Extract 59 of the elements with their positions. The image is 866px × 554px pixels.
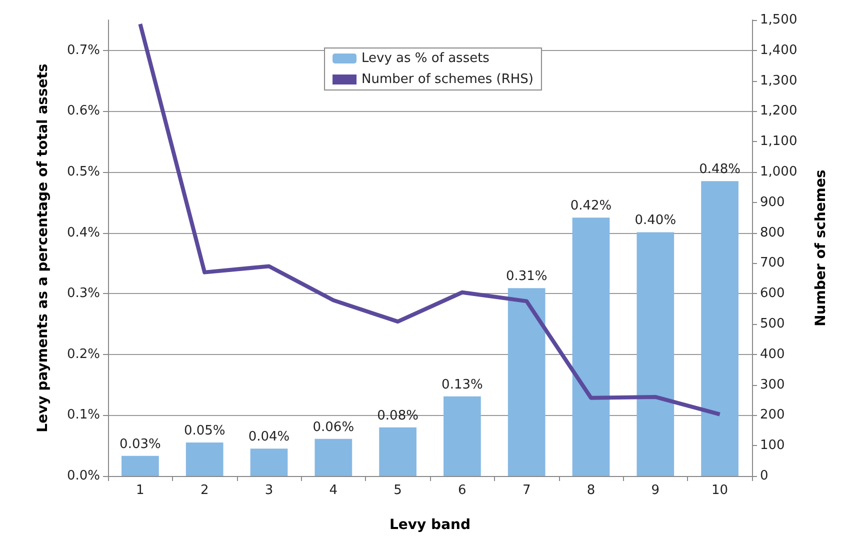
- data-label: 0.48%: [699, 162, 740, 178]
- bar: [701, 181, 738, 476]
- data-label: 0.06%: [312, 420, 354, 435]
- x-tick-label: 4: [329, 483, 338, 498]
- bar: [636, 232, 674, 476]
- y2-tick-label: 800: [760, 225, 785, 240]
- data-label: 0.40%: [634, 213, 676, 228]
- y2-tick-label: 0: [760, 468, 768, 484]
- bar: [250, 448, 288, 476]
- y-tick-label: 0.4%: [66, 225, 100, 240]
- data-label: 0.31%: [506, 269, 548, 284]
- y2-tick-label: 400: [760, 346, 785, 362]
- y2-tick-label: 100: [760, 438, 785, 454]
- y2-tick-label: 300: [760, 377, 785, 392]
- y2-tick-label: 1,500: [760, 12, 798, 28]
- x-tick-label: 3: [264, 483, 274, 498]
- y2-tick-label: 1,100: [760, 134, 798, 150]
- x-axis-title: Levy band: [390, 517, 470, 533]
- legend-label: Levy as % of assets: [362, 51, 490, 66]
- x-tick-label: 2: [200, 483, 209, 498]
- data-label: 0.08%: [377, 408, 418, 424]
- y2-tick-label: 600: [760, 286, 785, 302]
- y2-tick-label: 700: [760, 256, 785, 271]
- y-tick-label: 0.5%: [66, 164, 100, 180]
- bar: [186, 442, 224, 476]
- y-tick-label: 0.0%: [66, 468, 100, 484]
- x-tick-label: 9: [651, 483, 660, 498]
- y-tick-label: 0.7%: [66, 42, 100, 58]
- y2-tick-label: 900: [760, 194, 785, 210]
- data-label: 0.05%: [184, 424, 226, 439]
- y-axis-title: Levy payments as a percentage of total assets: [35, 64, 51, 432]
- data-label: 0.03%: [120, 436, 161, 452]
- x-tick-label: 5: [394, 483, 402, 498]
- legend-label: Number of schemes (RHS): [362, 72, 534, 87]
- x-tick-label: 10: [712, 483, 728, 498]
- bar: [444, 396, 481, 476]
- x-tick-label: 6: [458, 483, 466, 498]
- y2-tick-label: 1,000: [760, 164, 798, 180]
- bar: [572, 218, 610, 476]
- bar: [314, 438, 352, 476]
- y-tick-label: 0.1%: [66, 408, 100, 423]
- y2-tick-label: 1,200: [760, 104, 798, 119]
- bar: [508, 288, 546, 476]
- y2-tick-label: 1,400: [760, 42, 798, 58]
- y2-tick-label: 1,300: [760, 73, 798, 88]
- data-label: 0.04%: [248, 430, 290, 445]
- y2-axis-title: Number of schemes: [813, 170, 829, 326]
- x-tick-label: 8: [586, 483, 596, 498]
- data-label: 0.13%: [442, 377, 483, 392]
- y2-tick-label: 500: [760, 316, 785, 332]
- bar: [122, 456, 159, 476]
- y2-tick-label: 200: [760, 408, 785, 423]
- y-tick-label: 0.3%: [66, 286, 100, 302]
- data-label: 0.42%: [570, 198, 612, 214]
- bar: [379, 427, 416, 476]
- y-tick-label: 0.6%: [66, 104, 100, 119]
- x-tick-label: 7: [522, 483, 531, 498]
- y-tick-label: 0.2%: [66, 346, 100, 362]
- x-tick-label: 1: [136, 483, 144, 498]
